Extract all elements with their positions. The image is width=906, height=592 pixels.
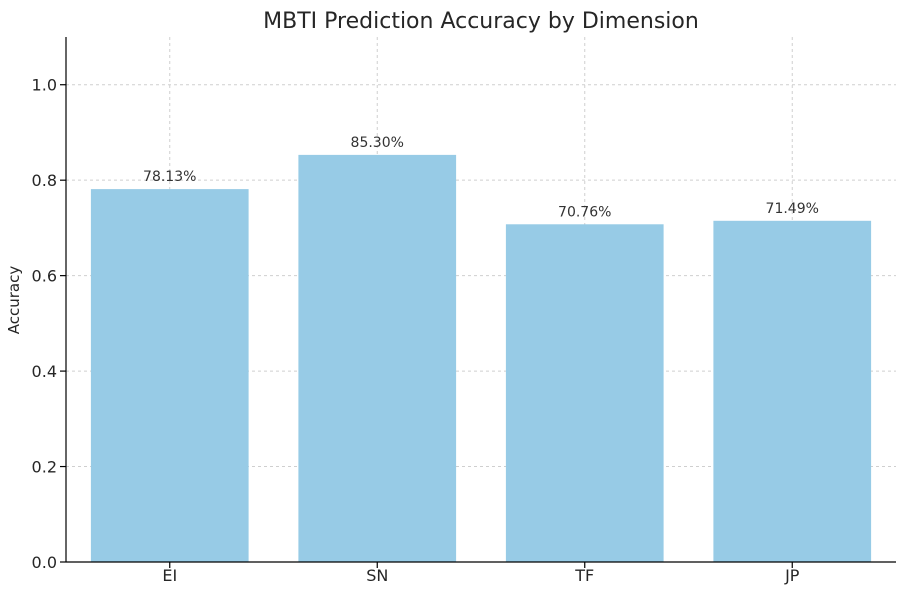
axes [65,37,896,563]
chart-title: MBTI Prediction Accuracy by Dimension [263,9,699,34]
y-tick-label: 0.2 [32,458,57,477]
y-tick-label: 0.8 [32,171,57,190]
data-label-sn: 85.30% [351,135,404,151]
data-labels: 78.13% 85.30% 70.76% 71.49% [143,135,819,220]
y-ticks: 0.0 0.2 0.4 0.6 0.8 1.0 [32,76,66,572]
x-ticks: EI SN TF JP [162,562,800,585]
y-tick-label: 0.0 [32,553,57,572]
bar-sn [298,154,457,563]
x-tick-label: SN [366,566,388,585]
bar-jp [713,220,872,562]
x-tick-label: EI [162,566,177,585]
y-tick-label: 0.4 [32,362,57,381]
data-label-ei: 78.13% [143,169,196,185]
y-tick-label: 1.0 [32,76,57,95]
y-tick-label: 0.6 [32,267,57,286]
data-label-tf: 70.76% [558,204,611,220]
bar-tf [505,224,664,563]
x-tick-label: TF [574,566,594,585]
data-label-jp: 71.49% [766,201,819,217]
bars [90,154,872,563]
y-axis-label: Accuracy [5,266,23,335]
x-tick-label: JP [784,566,800,585]
bar-ei [90,189,249,562]
